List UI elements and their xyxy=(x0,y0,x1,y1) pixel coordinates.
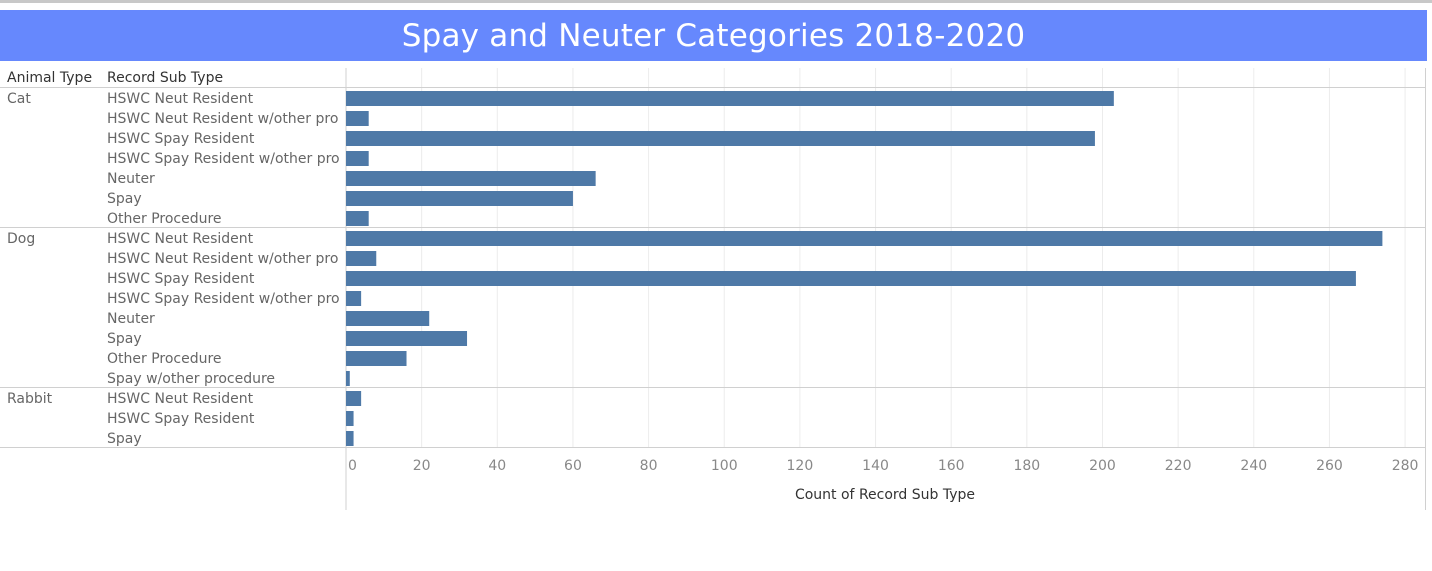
bar xyxy=(346,431,354,446)
bar xyxy=(346,271,1356,286)
category-label: HSWC Spay Resident xyxy=(107,131,255,147)
x-tick-label: 220 xyxy=(1165,458,1192,474)
category-label: Neuter xyxy=(107,311,155,327)
category-label: Spay w/other procedure xyxy=(107,371,275,387)
bar xyxy=(346,411,354,426)
header-animal-type: Animal Type xyxy=(7,70,92,86)
x-tick-label: 200 xyxy=(1089,458,1116,474)
bar xyxy=(346,171,596,186)
category-label: HSWC Spay Resident w/other pro xyxy=(107,291,340,307)
top-divider xyxy=(0,0,1432,3)
category-label: HSWC Neut Resident w/other pro xyxy=(107,251,338,267)
x-tick-label: 80 xyxy=(640,458,658,474)
category-label: HSWC Spay Resident xyxy=(107,411,255,427)
x-tick-label: 180 xyxy=(1013,458,1040,474)
x-tick-label: 280 xyxy=(1392,458,1419,474)
bar xyxy=(346,331,468,346)
category-label: HSWC Spay Resident xyxy=(107,271,255,287)
category-label: Spay xyxy=(107,191,142,207)
bar xyxy=(346,211,369,226)
x-tick-label: 140 xyxy=(862,458,889,474)
x-tick-label: 20 xyxy=(413,458,431,474)
category-label: Spay xyxy=(107,331,142,347)
x-tick-label: 40 xyxy=(488,458,506,474)
chart-title: Spay and Neuter Categories 2018-2020 xyxy=(0,10,1427,61)
category-label: HSWC Neut Resident xyxy=(107,91,254,107)
x-tick-label: 240 xyxy=(1240,458,1267,474)
category-label: Other Procedure xyxy=(107,211,222,227)
category-label: Other Procedure xyxy=(107,351,222,367)
category-label: Spay xyxy=(107,431,142,447)
category-label: HSWC Neut Resident xyxy=(107,391,254,407)
x-tick-label: 260 xyxy=(1316,458,1343,474)
bar xyxy=(346,131,1095,146)
header-record-sub-type: Record Sub Type xyxy=(107,70,223,86)
x-tick-label: 60 xyxy=(564,458,582,474)
category-label: HSWC Neut Resident w/other pro xyxy=(107,111,338,127)
bar xyxy=(346,391,362,406)
x-axis-label: Count of Record Sub Type xyxy=(795,487,975,503)
x-tick-label: 120 xyxy=(787,458,814,474)
category-label: HSWC Neut Resident xyxy=(107,231,254,247)
group-label: Rabbit xyxy=(7,391,53,407)
bar xyxy=(346,91,1114,106)
x-tick-label: 0 xyxy=(348,458,357,474)
bar xyxy=(346,231,1383,246)
bar xyxy=(346,191,573,206)
bar xyxy=(346,351,407,366)
group-label: Cat xyxy=(7,91,31,107)
bar xyxy=(346,251,377,266)
category-label: Neuter xyxy=(107,171,155,187)
x-tick-label: 160 xyxy=(938,458,965,474)
x-tick-label: 100 xyxy=(711,458,738,474)
bar xyxy=(346,151,369,166)
bar xyxy=(346,291,362,306)
group-label: Dog xyxy=(7,231,35,247)
bar xyxy=(346,371,350,386)
category-label: HSWC Spay Resident w/other pro xyxy=(107,151,340,167)
bar xyxy=(346,111,369,126)
bar xyxy=(346,311,430,326)
